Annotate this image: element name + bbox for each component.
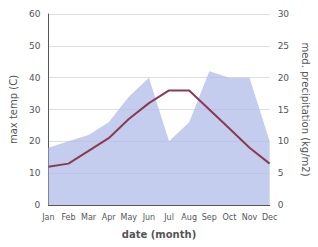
svg-text:0: 0: [35, 200, 41, 210]
svg-text:30: 30: [29, 105, 41, 115]
svg-text:Apr: Apr: [102, 213, 117, 222]
svg-text:20: 20: [29, 136, 41, 146]
svg-text:Nov: Nov: [242, 213, 258, 222]
svg-text:May: May: [121, 213, 138, 222]
svg-text:Dec: Dec: [262, 213, 277, 222]
svg-text:Jul: Jul: [163, 213, 174, 222]
svg-text:15: 15: [278, 105, 289, 115]
svg-text:med. precipitation (kg/m2): med. precipitation (kg/m2): [300, 42, 311, 176]
svg-text:30: 30: [278, 9, 290, 19]
svg-text:Mar: Mar: [81, 213, 97, 222]
svg-text:Aug: Aug: [181, 213, 197, 222]
svg-text:10: 10: [29, 168, 41, 178]
svg-text:date (month): date (month): [122, 229, 196, 240]
svg-text:5: 5: [278, 168, 284, 178]
svg-text:60: 60: [29, 9, 41, 19]
svg-text:50: 50: [29, 41, 41, 51]
svg-text:Feb: Feb: [61, 213, 75, 222]
svg-text:0: 0: [278, 200, 284, 210]
svg-text:40: 40: [29, 73, 41, 83]
svg-text:Sep: Sep: [202, 213, 217, 222]
svg-text:Oct: Oct: [222, 213, 236, 222]
svg-text:25: 25: [278, 41, 289, 51]
svg-text:10: 10: [278, 136, 290, 146]
svg-text:20: 20: [278, 73, 290, 83]
svg-text:max temp (C): max temp (C): [8, 75, 19, 144]
svg-text:Jan: Jan: [41, 213, 54, 222]
svg-text:Jun: Jun: [142, 213, 156, 222]
